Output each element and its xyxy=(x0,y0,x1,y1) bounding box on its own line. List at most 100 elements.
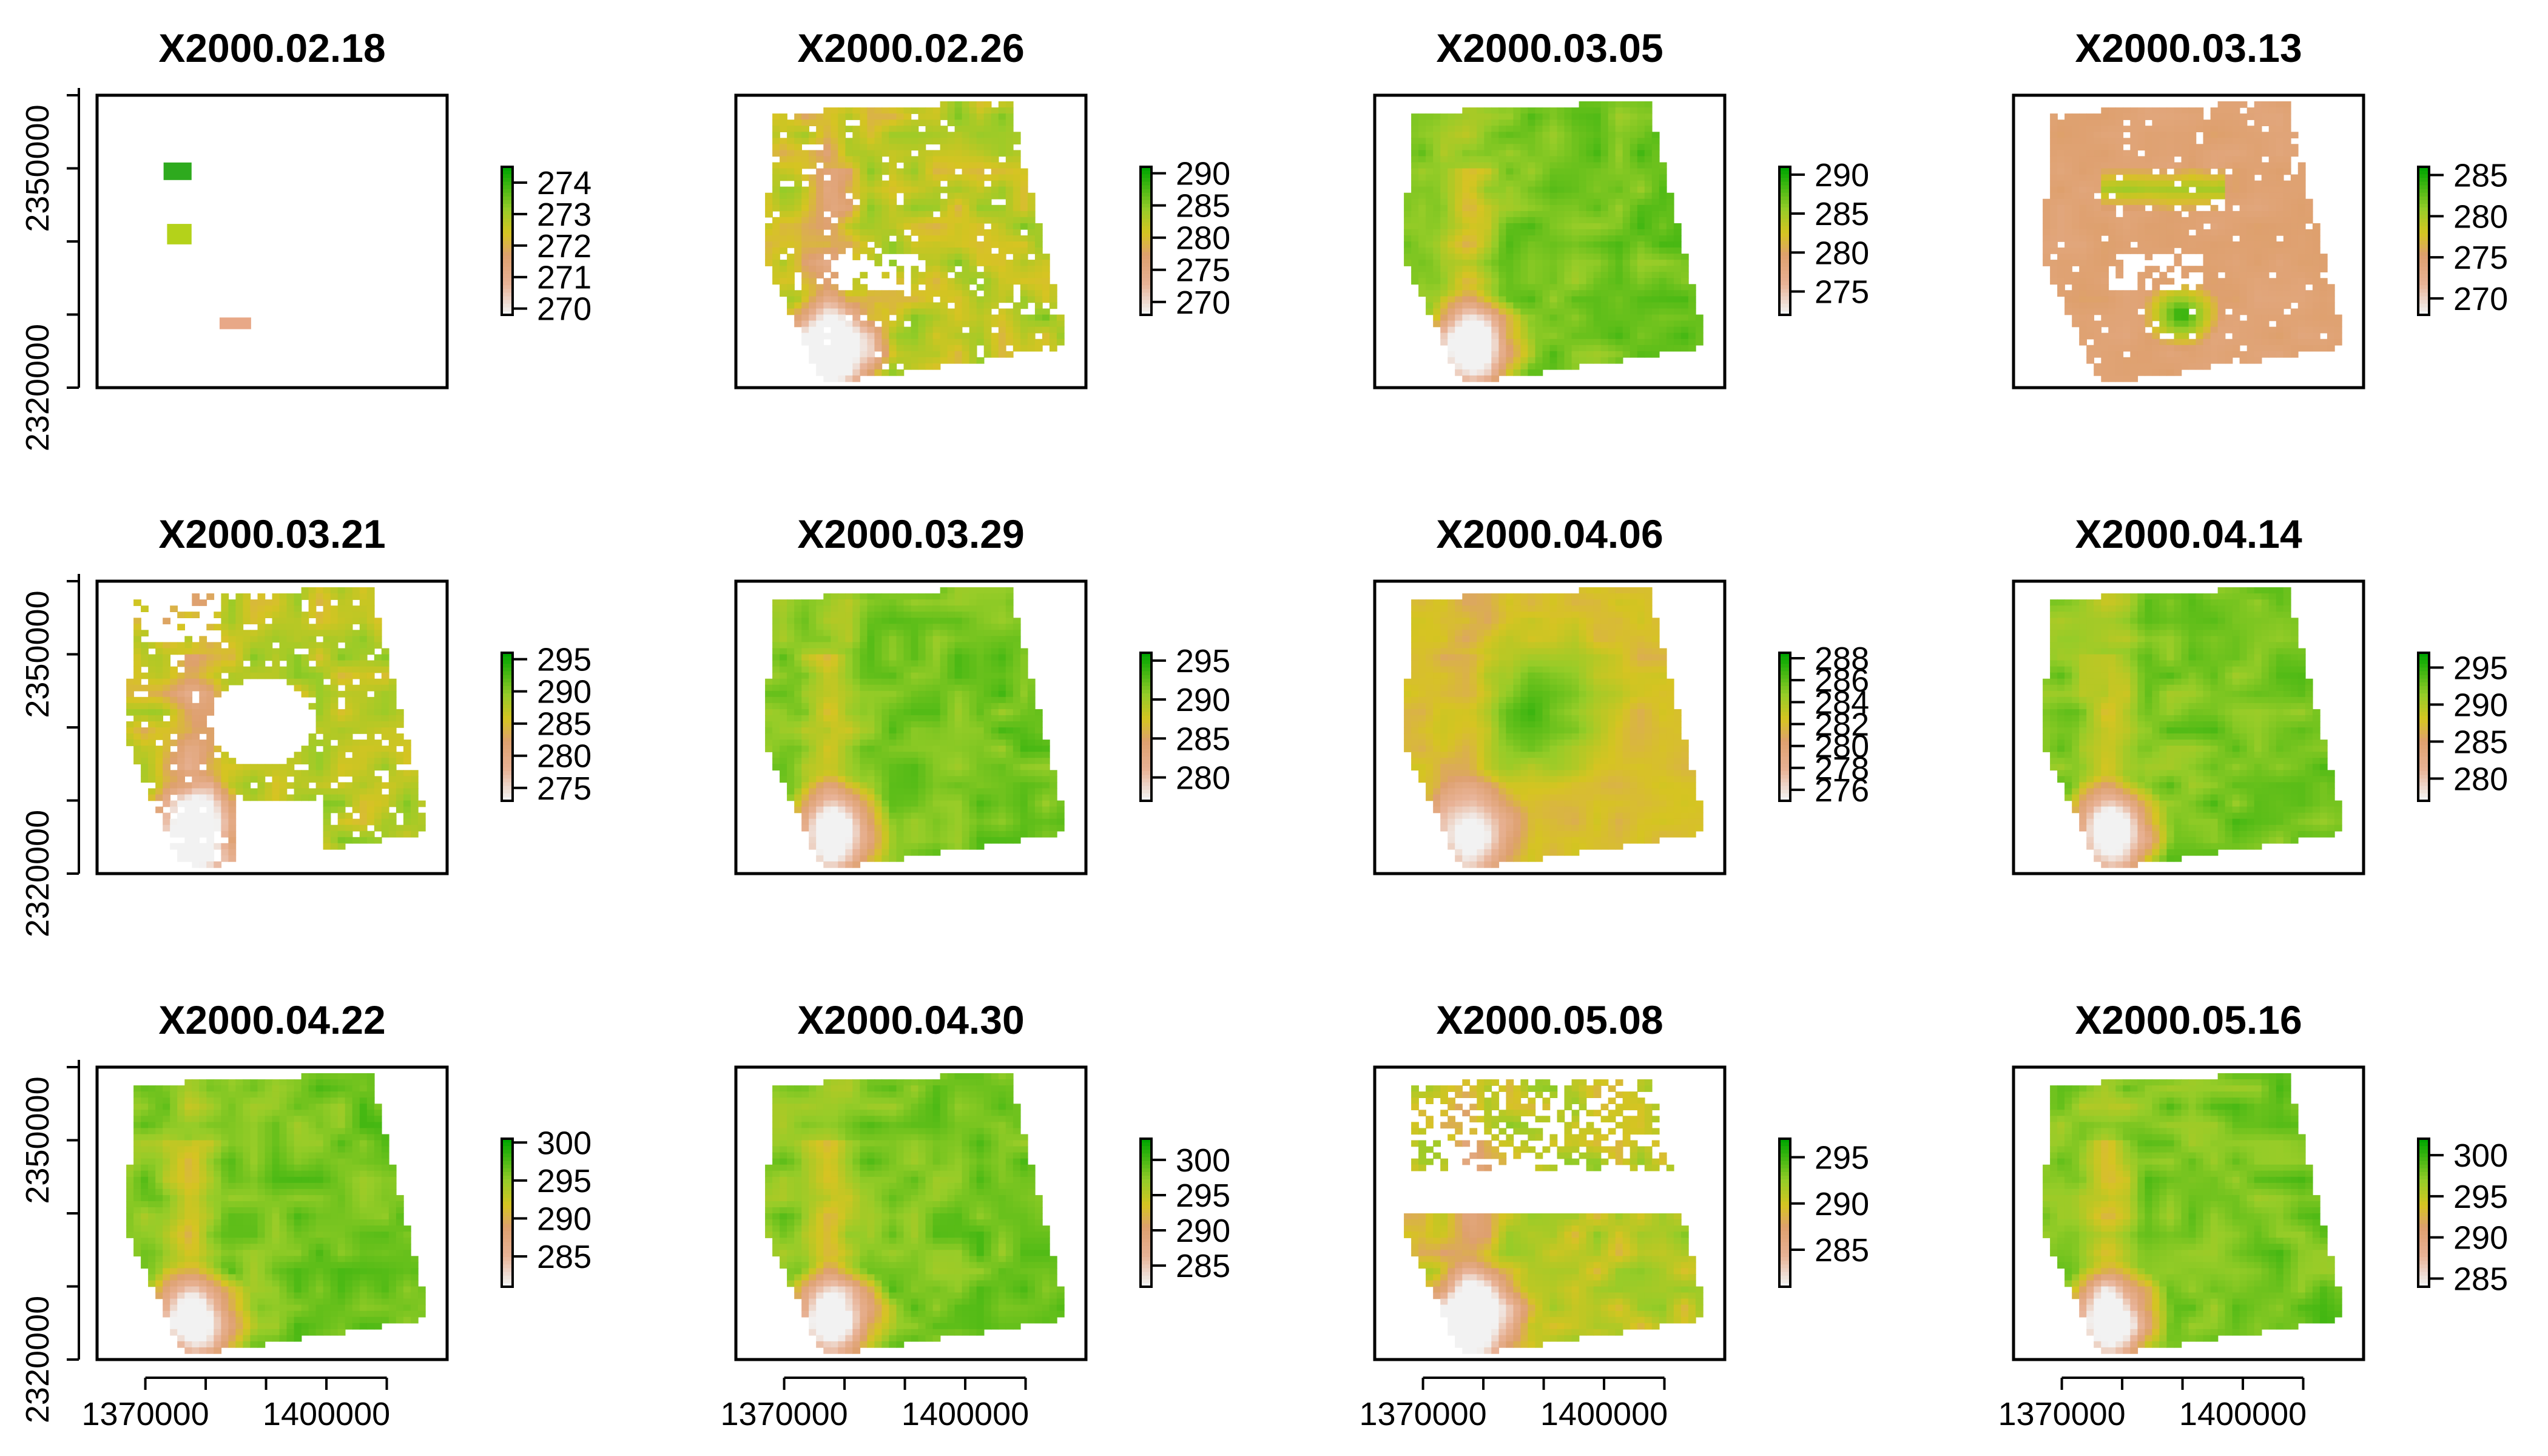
raster-cell xyxy=(272,666,280,673)
raster-cell xyxy=(918,192,926,200)
raster-cell xyxy=(337,660,346,667)
raster-cell xyxy=(881,113,890,120)
raster-cell xyxy=(1455,180,1463,187)
raster-cell xyxy=(1005,229,1014,236)
raster-cell xyxy=(1579,204,1587,212)
raster-cell xyxy=(1593,357,1602,364)
raster-cell xyxy=(911,126,919,132)
raster-cell xyxy=(2225,223,2233,230)
raster-cell xyxy=(177,624,185,631)
raster-cell xyxy=(2297,198,2306,206)
raster-cell xyxy=(2137,235,2146,242)
raster-cell xyxy=(2130,138,2138,145)
raster-cell xyxy=(1586,138,1594,145)
raster-cell xyxy=(809,241,817,248)
raster-cell xyxy=(1579,113,1587,120)
raster-cell xyxy=(2108,369,2117,376)
raster-cell xyxy=(969,101,977,108)
raster-cell xyxy=(1528,296,1536,303)
raster-cell xyxy=(337,630,346,637)
raster-cell xyxy=(1535,204,1543,212)
legend-segment xyxy=(502,229,513,234)
raster-cell xyxy=(1680,308,1689,315)
raster-cell xyxy=(1571,150,1580,157)
raster-cell xyxy=(2297,302,2306,309)
raster-cell xyxy=(294,660,302,667)
raster-cell xyxy=(2130,332,2138,340)
raster-cell xyxy=(2050,168,2058,175)
raster-cell xyxy=(1528,320,1536,328)
raster-cell xyxy=(1448,168,1455,175)
raster-cell xyxy=(1440,126,1448,132)
legend-tick-label: 280 xyxy=(2453,198,2508,235)
raster-cell xyxy=(831,107,839,114)
raster-cell xyxy=(2152,150,2160,157)
raster-cell xyxy=(2196,113,2204,120)
raster-cell xyxy=(2297,192,2306,200)
raster-cell xyxy=(867,235,875,242)
raster-cell xyxy=(2079,308,2087,315)
raster-cell xyxy=(1557,339,1565,346)
raster-cell xyxy=(1659,326,1667,334)
raster-cell xyxy=(940,284,948,291)
raster-cell xyxy=(991,278,999,285)
raster-cell xyxy=(2297,266,2306,272)
raster-cell xyxy=(1506,120,1514,126)
raster-cell xyxy=(228,599,237,606)
raster-cell xyxy=(1042,284,1050,291)
raster-cell xyxy=(903,180,912,187)
raster-cell xyxy=(1469,223,1478,230)
raster-cell xyxy=(896,132,905,139)
raster-cell xyxy=(1426,211,1434,218)
raster-cell xyxy=(308,593,317,600)
raster-cell xyxy=(1630,156,1638,163)
raster-cell xyxy=(1593,296,1602,303)
raster-cell xyxy=(133,642,141,649)
raster-cell xyxy=(1455,113,1463,120)
raster-cell xyxy=(1571,204,1580,212)
raster-cell xyxy=(823,132,832,139)
raster-cell xyxy=(918,296,926,303)
raster-cell xyxy=(1005,266,1014,272)
raster-cell xyxy=(787,254,795,260)
raster-cell xyxy=(1411,156,1419,163)
raster-cell xyxy=(2057,272,2065,278)
raster-cell xyxy=(2225,180,2233,187)
raster-cell xyxy=(2079,174,2087,181)
raster-cell xyxy=(2290,351,2299,358)
raster-cell xyxy=(801,339,809,346)
raster-cell xyxy=(2261,254,2270,260)
raster-cell xyxy=(2210,290,2219,297)
raster-cell xyxy=(1600,223,1609,230)
raster-cell xyxy=(867,248,875,254)
raster-cell xyxy=(2181,284,2189,291)
legend-segment xyxy=(1141,259,1151,264)
raster-cell xyxy=(1622,174,1631,181)
raster-cell xyxy=(1506,150,1514,157)
raster-cell xyxy=(1637,314,1645,322)
raster-cell xyxy=(2196,211,2204,218)
raster-cell xyxy=(1448,357,1455,364)
raster-cell xyxy=(2268,223,2277,230)
raster-cell xyxy=(2152,126,2160,132)
raster-cell xyxy=(2327,290,2335,297)
raster-cell xyxy=(315,612,324,618)
raster-cell xyxy=(772,204,780,212)
raster-cell xyxy=(1005,132,1014,139)
legend-segment xyxy=(2418,292,2429,297)
raster-cell xyxy=(2327,339,2335,346)
raster-cell xyxy=(911,229,919,236)
raster-cell xyxy=(1020,296,1028,303)
raster-cell xyxy=(969,345,977,352)
raster-cell xyxy=(2130,314,2138,322)
raster-cell xyxy=(860,326,868,334)
raster-cell xyxy=(2181,345,2189,352)
raster-cell xyxy=(2225,204,2233,212)
raster-cell xyxy=(1049,302,1057,309)
raster-cell xyxy=(2145,296,2153,303)
raster-cell xyxy=(896,113,905,120)
raster-cell xyxy=(257,642,266,649)
raster-cell xyxy=(1571,357,1580,364)
raster-cell xyxy=(2305,302,2313,309)
raster-cell xyxy=(1455,351,1463,358)
